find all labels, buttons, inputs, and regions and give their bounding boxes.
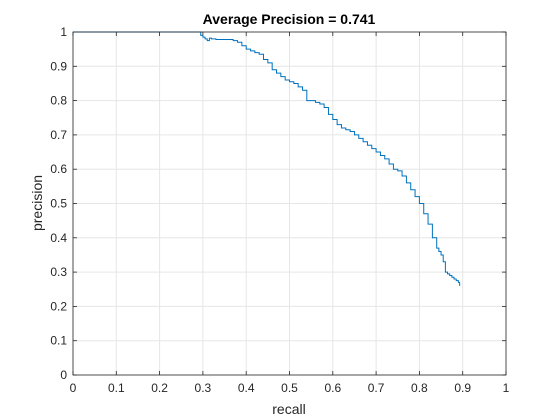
y-tick-label: 0.1 xyxy=(50,334,67,348)
x-axis-title: recall xyxy=(272,401,305,417)
y-tick-label: 0 xyxy=(60,368,67,382)
pr-curve-line xyxy=(73,31,461,286)
x-tick-label: 0.1 xyxy=(108,381,125,395)
x-tick-label: 0.3 xyxy=(195,381,212,395)
x-tick-labels: 0 0.1 0.2 0.3 0.4 0.5 0.6 0.7 0.8 0.9 1 xyxy=(70,381,510,395)
axes-box xyxy=(72,31,507,376)
x-tick-label: 0.2 xyxy=(151,381,168,395)
y-tick-label: 1 xyxy=(60,25,67,39)
x-tick-label: 0.8 xyxy=(411,381,428,395)
y-tick-label: 0.8 xyxy=(50,94,67,108)
y-tick-label: 0.7 xyxy=(50,128,67,142)
y-tick-label: 0.3 xyxy=(50,265,67,279)
y-tick-label: 0.5 xyxy=(50,197,67,211)
x-tick-label: 0.7 xyxy=(368,381,385,395)
x-tick-label: 1 xyxy=(503,381,510,395)
x-tick-label: 0.9 xyxy=(454,381,471,395)
x-tick-label: 0 xyxy=(70,381,77,395)
x-tick-label: 0.6 xyxy=(324,381,341,395)
series-group xyxy=(73,31,461,286)
x-tick-label: 0.5 xyxy=(281,381,298,395)
y-tick-label: 0.2 xyxy=(50,299,67,313)
y-axis-title: precision xyxy=(29,175,45,231)
y-tick-label: 0.6 xyxy=(50,162,67,176)
x-tick-label: 0.4 xyxy=(238,381,255,395)
chart-title: Average Precision = 0.741 xyxy=(203,11,376,27)
y-tick-label: 0.9 xyxy=(50,59,67,73)
y-tick-label: 0.4 xyxy=(50,231,67,245)
y-tick-labels: 0 0.1 0.2 0.3 0.4 0.5 0.6 0.7 0.8 0.9 1 xyxy=(50,25,67,382)
